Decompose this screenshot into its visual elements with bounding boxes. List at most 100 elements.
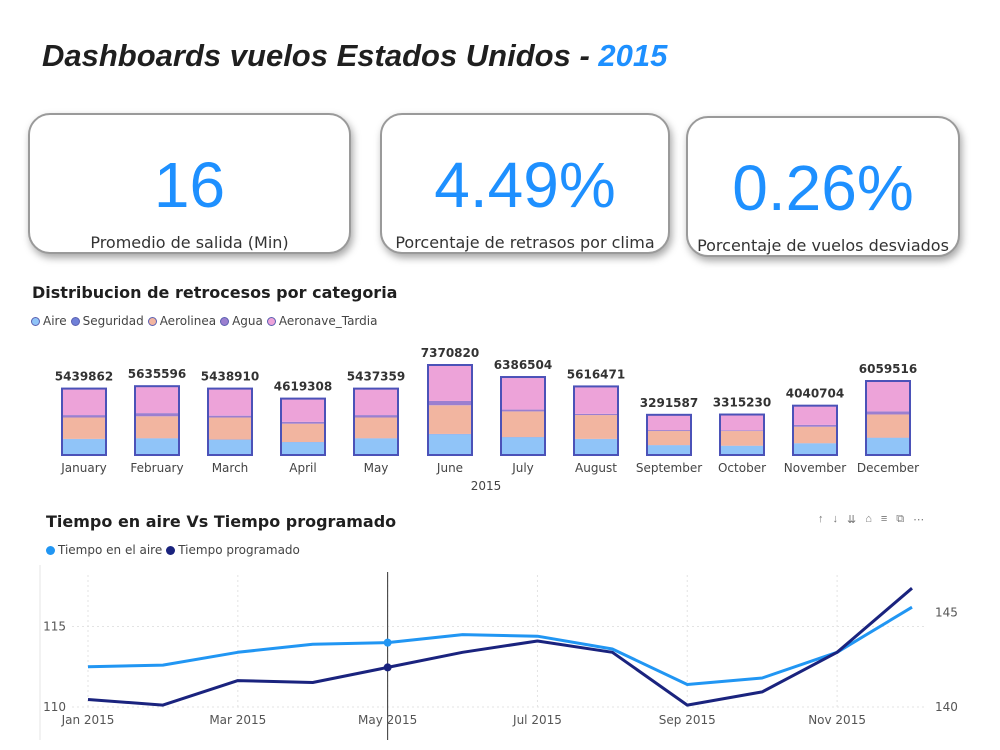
bar-segment — [62, 415, 106, 418]
bar-segment — [866, 381, 910, 412]
bar-segment — [281, 421, 325, 424]
kpi-card-diverted[interactable]: 0.26% Porcentaje de vuelos desviados — [686, 116, 960, 257]
bar-segment — [354, 438, 398, 455]
bar-segment — [574, 415, 618, 439]
bar-segment — [428, 400, 472, 406]
bar — [134, 385, 180, 456]
legend-dot-icon — [266, 316, 276, 326]
x-tick-label: March — [212, 461, 249, 475]
bar-segment — [866, 414, 910, 438]
bar-chart-title: Distribucion de retrocesos por categoria — [32, 283, 398, 302]
bar-segment — [281, 398, 325, 422]
legend-item[interactable]: Tiempo en el aire — [46, 543, 162, 557]
arrow-up-icon[interactable]: ↑ — [818, 513, 824, 525]
bar-segment — [62, 417, 106, 439]
legend-dot-icon — [31, 316, 40, 326]
bar-segment — [135, 416, 179, 439]
x-axis-label: 2015 — [471, 479, 502, 493]
bar-segment — [501, 409, 545, 412]
legend-dot-icon — [147, 316, 157, 326]
line-chart-title: Tiempo en aire Vs Tiempo programado — [46, 512, 397, 531]
arrow-down-icon[interactable]: ↓ — [832, 513, 839, 525]
bar-segment — [574, 386, 618, 414]
x-tick-label: October — [718, 461, 766, 475]
x-tick-label: September — [636, 461, 702, 475]
kpi-value: 4.49% — [434, 149, 616, 221]
bar — [500, 376, 546, 456]
bar — [719, 413, 765, 456]
bar-segment — [501, 377, 545, 410]
bar-segment — [354, 388, 398, 416]
x-tick-label: July — [511, 461, 534, 475]
y-right-tick-label: 140 — [935, 700, 958, 714]
bar — [573, 385, 619, 457]
filter-icon[interactable]: ≡ — [880, 513, 888, 525]
x-tick-label: November — [784, 461, 846, 475]
bar-segment — [281, 423, 325, 442]
line-chart[interactable]: 110 115 140 145 Jan 2015 Mar 2015 May 2015 Jul … — [0, 565, 1000, 740]
line-chart-legend: Tiempo en el aire Tiempo programado — [46, 543, 304, 557]
legend-item[interactable]: Aerolinea — [147, 314, 217, 328]
data-label: 5437359 — [347, 370, 405, 384]
bar-segment — [501, 411, 545, 438]
x-tick-label: Mar 2015 — [209, 713, 266, 727]
bar-segment — [866, 411, 910, 415]
kpi-label: Porcentaje de vuelos desviados — [697, 236, 949, 255]
x-tick-label: April — [289, 461, 316, 475]
visual-toolbar: ↑ ↓ ⇊ ⌂ ≡ ⧉ ⋯ — [818, 513, 924, 526]
data-label: 4040704 — [786, 387, 844, 401]
bar-segment — [354, 417, 398, 439]
legend-item[interactable]: Seguridad — [70, 314, 144, 328]
bar-segment — [135, 438, 179, 455]
legend-label: Aerolinea — [159, 314, 217, 328]
bar-segment — [647, 414, 691, 431]
bar-segment — [866, 437, 910, 455]
x-tick-label: Sep 2015 — [659, 713, 716, 727]
hover-point — [383, 663, 392, 672]
legend-item[interactable]: Agua — [220, 314, 263, 328]
bar-segment — [135, 386, 179, 414]
x-tick-label: May 2015 — [358, 713, 417, 727]
kpi-value: 0.26% — [732, 152, 914, 224]
drill-down-icon[interactable]: ⇊ — [847, 514, 857, 526]
legend-label: Tiempo en el aire — [58, 543, 163, 557]
x-tick-label: June — [436, 461, 463, 475]
data-label: 7370820 — [421, 346, 479, 360]
expand-icon[interactable]: ⌂ — [865, 513, 872, 525]
bar-segment — [720, 414, 764, 431]
x-tick-label: Jan 2015 — [61, 713, 115, 727]
bar — [792, 404, 838, 456]
data-label: 3291587 — [640, 396, 698, 410]
legend-dot-icon — [46, 545, 55, 555]
kpi-card-departure-avg[interactable]: 16 Promedio de salida (Min) — [28, 113, 351, 254]
bar — [646, 413, 692, 456]
bar-segment — [720, 445, 764, 455]
data-label: 5616471 — [567, 367, 625, 381]
bar-segment — [135, 413, 179, 417]
bar-chart[interactable]: 5439862 January 5635596 February 5438910 Marc… — [0, 340, 1000, 500]
legend-item[interactable]: Aire — [31, 314, 67, 328]
x-tick-label: January — [60, 461, 107, 475]
bar-segment — [208, 388, 252, 416]
bar — [353, 387, 399, 456]
bar-segment — [428, 365, 472, 401]
x-tick-label: Nov 2015 — [808, 713, 866, 727]
data-label: 5438910 — [201, 370, 259, 384]
legend-item[interactable]: Aeronave_Tardia — [266, 314, 377, 328]
hover-point — [383, 638, 392, 647]
series-line — [87, 605, 913, 686]
y-right-tick-label: 145 — [935, 606, 958, 620]
bar — [280, 397, 326, 456]
kpi-value: 16 — [153, 149, 226, 221]
bar-segment — [62, 388, 106, 416]
bar-segment — [428, 434, 472, 455]
kpi-card-weather-delay[interactable]: 4.49% Porcentaje de retrasos por clima — [380, 113, 670, 254]
focus-mode-icon[interactable]: ⧉ — [896, 513, 905, 525]
bar-segment — [208, 415, 252, 418]
legend-item[interactable]: Tiempo programado — [166, 543, 300, 557]
kpi-label: Porcentaje de retrasos por clima — [395, 233, 655, 252]
bar-segment — [501, 437, 545, 455]
more-options-icon[interactable]: ⋯ — [913, 514, 925, 526]
legend-label: Seguridad — [82, 314, 144, 328]
bar-segment — [208, 439, 252, 455]
